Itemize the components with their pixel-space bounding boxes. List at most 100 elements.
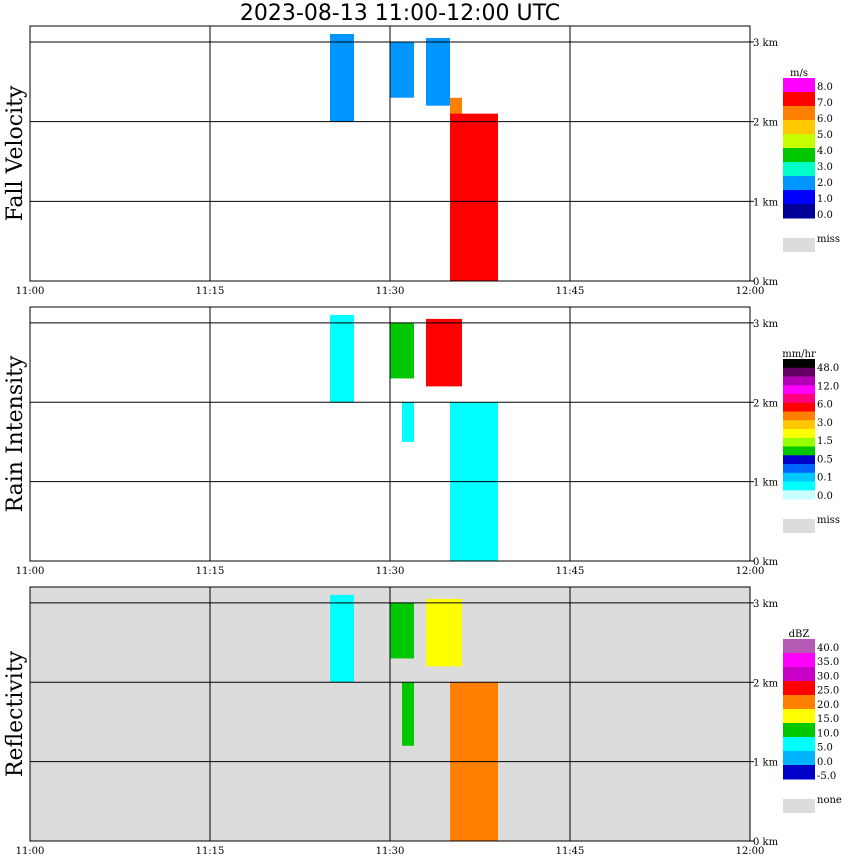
legend-swatch	[783, 204, 815, 219]
x-tick-label: 11:45	[556, 286, 585, 297]
legend-label: 10.0	[817, 728, 839, 739]
legend-swatch	[783, 402, 815, 412]
legend-swatch	[783, 681, 815, 696]
legend-missing-label: miss	[817, 515, 840, 526]
legend-swatch	[783, 429, 815, 439]
legend-label: 5.0	[817, 130, 833, 141]
y-tick-label: 0 km	[753, 277, 779, 288]
echo-feature	[390, 602, 414, 659]
x-tick-label: 11:00	[16, 846, 45, 857]
legend-label: -5.0	[817, 771, 836, 782]
legend-label: 0.5	[817, 454, 833, 465]
legend-swatch	[783, 148, 815, 163]
plot-frame	[29, 306, 751, 562]
legend-swatch	[783, 78, 815, 93]
x-tick-label: 11:15	[196, 286, 225, 297]
y-tick-label: 0 km	[753, 557, 779, 568]
echo-feature	[426, 318, 462, 387]
x-tick-label: 11:15	[196, 566, 225, 577]
legend-label: 6.0	[817, 400, 833, 411]
legend-label: 40.0	[817, 643, 839, 654]
legend-swatch	[783, 695, 815, 710]
y-tick-label: 1 km	[753, 758, 779, 769]
x-tick-label: 11:30	[376, 566, 405, 577]
legend-label: 0.0	[817, 491, 833, 502]
y-tick-label: 3 km	[753, 319, 779, 330]
echo-feature	[450, 113, 498, 281]
legend-swatch	[783, 455, 815, 465]
legend-label: 0.0	[817, 210, 833, 221]
legend-swatch	[783, 120, 815, 135]
legend-swatch	[783, 490, 815, 500]
legend-swatch	[783, 481, 815, 491]
legend-swatch	[783, 134, 815, 149]
y-tick-label: 2 km	[753, 398, 779, 409]
legend-label: 48.0	[817, 363, 839, 374]
legend-swatch	[783, 394, 815, 404]
y-tick-label: 1 km	[753, 478, 779, 489]
legend-unit: m/s	[790, 68, 808, 79]
legend-label: 5.0	[817, 743, 833, 754]
legend-label: 35.0	[817, 657, 839, 668]
legend-swatch	[783, 411, 815, 421]
legend-unit: dBZ	[789, 629, 810, 640]
legend-swatch	[783, 737, 815, 752]
legend-label: 12.0	[817, 381, 839, 392]
legend-missing-swatch	[783, 799, 815, 813]
legend-swatch	[783, 437, 815, 447]
legend-label: 30.0	[817, 671, 839, 682]
legend-missing-swatch	[783, 519, 815, 533]
legend-label: 20.0	[817, 700, 839, 711]
panel-0: 11:00 11:15 11:30 11:45 12:000 km 1 km 2 km 3 k…	[3, 25, 840, 297]
x-tick-label: 12:00	[736, 286, 765, 297]
legend-swatch	[783, 751, 815, 766]
legend-swatch	[783, 376, 815, 386]
legend-swatch	[783, 639, 815, 654]
legend-label: 3.0	[817, 162, 833, 173]
y-tick-label: 2 km	[753, 118, 779, 129]
x-tick-label: 11:30	[376, 286, 405, 297]
legend-swatch	[783, 709, 815, 724]
legend-swatch	[783, 162, 815, 177]
x-tick-label: 11:15	[196, 846, 225, 857]
echo-feature	[402, 402, 414, 442]
y-tick-label: 3 km	[753, 38, 779, 49]
legend-swatch	[783, 106, 815, 121]
y-tick-label: 1 km	[753, 197, 779, 208]
legend-unit: mm/hr	[782, 349, 816, 360]
legend-label: 15.0	[817, 714, 839, 725]
legend-label: 6.0	[817, 114, 833, 125]
legend-label: 8.0	[817, 82, 833, 93]
legend-swatch	[783, 653, 815, 668]
y-tick-label: 2 km	[753, 678, 779, 689]
legend-label: 0.1	[817, 473, 833, 484]
legend-swatch	[783, 723, 815, 738]
y-axis-label: Rain Intensity	[3, 355, 28, 512]
legend-label: 1.0	[817, 194, 833, 205]
legend-swatch	[783, 420, 815, 430]
legend-swatch	[783, 92, 815, 107]
echo-feature	[330, 314, 354, 403]
y-axis-label: Fall Velocity	[3, 85, 28, 221]
legend-label: 1.5	[817, 436, 833, 447]
plot-frame	[29, 586, 751, 842]
legend-label: 7.0	[817, 98, 833, 109]
legend-swatch	[783, 359, 815, 369]
legend-swatch	[783, 765, 815, 780]
x-tick-label: 12:00	[736, 846, 765, 857]
panel-1: 11:00 11:15 11:30 11:45 12:000 km 1 km 2 km 3 k…	[3, 306, 840, 577]
echo-feature	[426, 37, 450, 106]
legend-swatch	[783, 464, 815, 474]
y-tick-label: 0 km	[753, 837, 779, 848]
legend-label: 4.0	[817, 146, 833, 157]
echo-feature	[390, 322, 414, 379]
echo-feature	[330, 594, 354, 683]
x-tick-label: 11:00	[16, 566, 45, 577]
y-axis-label: Reflectivity	[3, 650, 28, 777]
echo-feature	[402, 682, 414, 746]
echo-feature	[390, 41, 414, 98]
legend-swatch	[783, 385, 815, 395]
legend-missing-label: miss	[817, 234, 840, 245]
plot-frame	[29, 25, 751, 282]
